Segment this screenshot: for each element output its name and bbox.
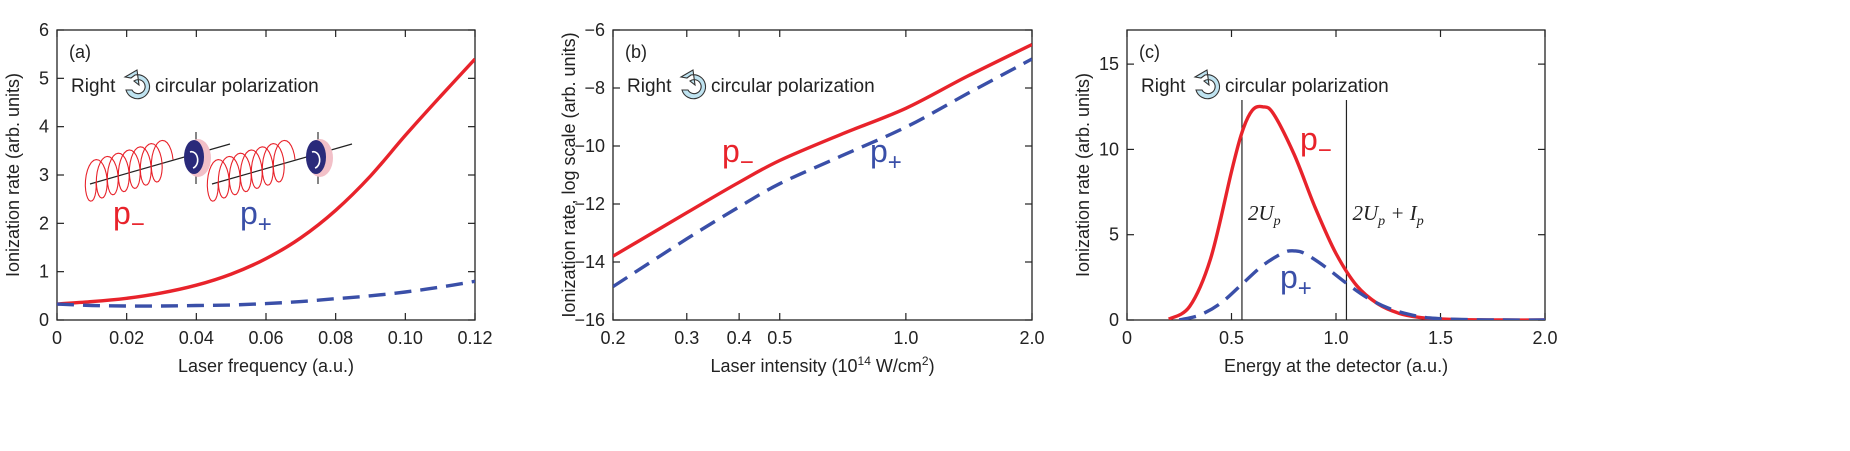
y-tick-label: 2 bbox=[39, 213, 49, 233]
x-tick-label: 0 bbox=[52, 328, 62, 348]
panel-b: 0.2 0.3 0.4 0.5 1.0 2.0 −16 −14 −12 −10 −8 −6 Laser … bbox=[559, 20, 1045, 376]
y-tick-label: 5 bbox=[39, 68, 49, 88]
x-tick-label: 0.3 bbox=[674, 328, 699, 348]
marker-label: 2Up bbox=[1248, 201, 1281, 229]
rotation-arrow-shape bbox=[123, 69, 151, 100]
y-tick-label: 5 bbox=[1109, 225, 1119, 245]
helix-illustration-p-minus bbox=[84, 132, 231, 202]
marker-label: 2Up + Ip bbox=[1352, 201, 1423, 229]
rotation-arrow-icon bbox=[679, 69, 707, 100]
helix-wave bbox=[206, 139, 296, 202]
curve-label-p-minus: p− bbox=[1300, 121, 1332, 164]
y-tick-label: −10 bbox=[574, 136, 605, 156]
y-axis-label: Ionization rate (arb. units) bbox=[1073, 73, 1093, 277]
y-tick-label: 15 bbox=[1099, 54, 1119, 74]
rotation-arrow-shape bbox=[679, 69, 707, 100]
panel-label: (a) bbox=[69, 42, 91, 62]
y-tick-label: −6 bbox=[584, 20, 605, 40]
annotation-right: Right bbox=[1141, 76, 1186, 97]
x-tick-label: 0.10 bbox=[388, 328, 423, 348]
y-axis-label: Ionization rate (arb. units) bbox=[3, 73, 23, 277]
y-tick-label: 6 bbox=[39, 20, 49, 40]
curve-label-p-plus: p+ bbox=[240, 195, 272, 238]
x-tick-label: 2.0 bbox=[1019, 328, 1044, 348]
x-tick-label: 0.08 bbox=[318, 328, 353, 348]
x-tick-label: 0.5 bbox=[1219, 328, 1244, 348]
helix-wave bbox=[84, 139, 174, 202]
series-line-p-minus bbox=[613, 42, 1032, 258]
x-tick-label: 0.5 bbox=[767, 328, 792, 348]
x-tick-label: 0.06 bbox=[248, 328, 283, 348]
y-tick-label: 0 bbox=[1109, 310, 1119, 330]
y-tick-label: 3 bbox=[39, 165, 49, 185]
plot-frame bbox=[612, 29, 1033, 321]
atom-orbit-arrow bbox=[189, 150, 199, 169]
curve-label-p-minus: p− bbox=[113, 195, 145, 238]
rotation-arrow-icon bbox=[123, 69, 151, 100]
rotation-arrow-icon bbox=[1193, 69, 1221, 100]
curve-label-p-plus: p+ bbox=[870, 133, 902, 176]
x-tick-label: 0.02 bbox=[109, 328, 144, 348]
x-axis-label: Laser intensity (1014 W/cm2) bbox=[710, 354, 934, 376]
x-tick-label: 2.0 bbox=[1532, 328, 1557, 348]
annotation-right: Right bbox=[71, 76, 116, 97]
helix-illustration-p-plus bbox=[206, 132, 353, 202]
series-line-p-plus bbox=[1178, 249, 1545, 320]
y-tick-label: −14 bbox=[574, 252, 605, 272]
x-tick-label: 0 bbox=[1122, 328, 1132, 348]
x-tick-label: 1.0 bbox=[893, 328, 918, 348]
y-tick-label: −8 bbox=[584, 78, 605, 98]
panel-c: 0 0.5 1.0 1.5 2.0 0 5 10 15 Energy at the detecto… bbox=[1073, 29, 1558, 376]
curve-label-p-minus: p− bbox=[722, 133, 754, 176]
atom-core bbox=[306, 140, 326, 174]
y-tick-label: −12 bbox=[574, 194, 605, 214]
series-line-p-plus bbox=[613, 57, 1032, 289]
x-tick-label: 1.5 bbox=[1428, 328, 1453, 348]
panel-label: (b) bbox=[625, 42, 647, 62]
x-tick-label: 0.4 bbox=[727, 328, 752, 348]
x-tick-label: 0.04 bbox=[179, 328, 214, 348]
x-axis-label: Energy at the detector (a.u.) bbox=[1224, 356, 1448, 376]
rotation-arrow-shape bbox=[1193, 69, 1221, 100]
y-tick-label: 4 bbox=[39, 117, 49, 137]
atom-core bbox=[184, 140, 204, 174]
annotation-polarization: circular polarization bbox=[1225, 76, 1389, 97]
curve-label-p-plus: p+ bbox=[1280, 259, 1312, 302]
annotation-polarization: circular polarization bbox=[155, 76, 319, 97]
annotation-right: Right bbox=[627, 76, 672, 97]
panel-label: (c) bbox=[1139, 42, 1160, 62]
x-tick-label: 0.2 bbox=[600, 328, 625, 348]
y-tick-label: 1 bbox=[39, 262, 49, 282]
x-axis-label: Laser frequency (a.u.) bbox=[178, 356, 354, 376]
y-tick-label: 10 bbox=[1099, 139, 1119, 159]
series-line-p-plus bbox=[57, 279, 475, 308]
panel-a: 0 0.02 0.04 0.06 0.08 0.10 0.12 0 1 2 3 4 5 6 Laser fr… bbox=[3, 20, 493, 376]
x-tick-label: 1.0 bbox=[1323, 328, 1348, 348]
x-tick-label: 0.12 bbox=[457, 328, 492, 348]
y-tick-label: 0 bbox=[39, 310, 49, 330]
series-line-p-minus bbox=[57, 57, 475, 306]
annotation-polarization: circular polarization bbox=[711, 76, 875, 97]
y-tick-label: −16 bbox=[574, 310, 605, 330]
y-axis-label: Ionization rate, log scale (arb. units) bbox=[559, 32, 579, 317]
atom-orbit-arrow bbox=[311, 150, 321, 169]
